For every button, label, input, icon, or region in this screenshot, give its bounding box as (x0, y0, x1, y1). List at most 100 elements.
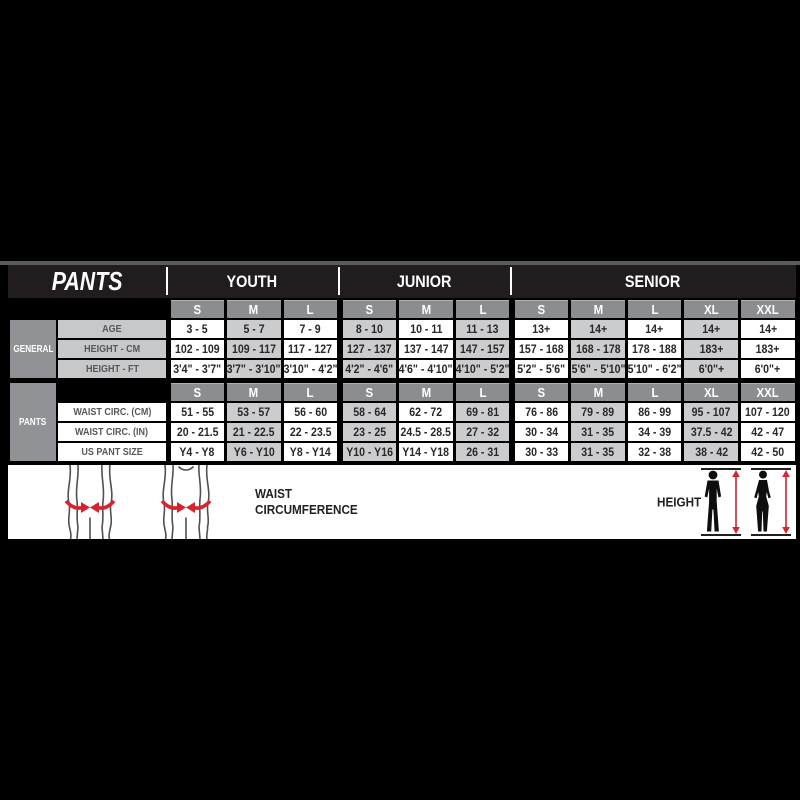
value-cell: 20 - 21.5 (170, 423, 225, 441)
value-cell: 37.5 - 42 (684, 423, 738, 441)
value-cell: Y6 - Y10 (227, 443, 281, 461)
value-cell: 26 - 31 (455, 443, 510, 461)
value-cell: 127 - 137 (342, 340, 397, 358)
value-cell: 56 - 60 (283, 403, 338, 421)
value-cell: 8 - 10 (342, 320, 397, 338)
value-cell: 79 - 89 (571, 403, 625, 421)
row-label-age: AGE (58, 320, 166, 338)
value-cell: 107 - 120 (740, 403, 795, 421)
value-cell: 4'6" - 4'10" (399, 360, 453, 378)
size-header-cell: S (514, 383, 569, 401)
value-cell: 109 - 117 (227, 340, 281, 358)
value-cell: 4'2" - 4'6" (342, 360, 397, 378)
size-header-cell: L (627, 300, 682, 318)
value-cell: 3'4" - 3'7" (170, 360, 225, 378)
size-header-cell: L (455, 300, 510, 318)
size-header-cell: S (342, 300, 397, 318)
rail-spacer (8, 300, 56, 318)
height-arrow-icon (732, 470, 740, 534)
value-cell: 178 - 188 (627, 340, 682, 358)
size-header-cell: M (571, 383, 625, 401)
value-cell: Y14 - Y18 (399, 443, 453, 461)
size-header-cell: XXL (740, 300, 795, 318)
value-cell: 31 - 35 (571, 443, 625, 461)
value-cell: 24.5 - 28.5 (399, 423, 453, 441)
size-header-cell: XXL (740, 383, 795, 401)
value-cell: 7 - 9 (283, 320, 338, 338)
value-cell: 117 - 127 (283, 340, 338, 358)
value-cell: 157 - 168 (514, 340, 569, 358)
size-header-cells: S M L S M L S M L XL XXL (169, 300, 796, 318)
value-cell: 183+ (684, 340, 738, 358)
height-measure-male-figure (701, 468, 741, 536)
value-cell: Y4 - Y8 (170, 443, 225, 461)
table-row-waist-in: WAIST CIRC. (IN) 20 - 21.5 21 - 22.5 22 - … (8, 423, 796, 441)
size-header-cells: S M L S M L S M L XL XXL (169, 383, 796, 401)
female-silhouette-icon (754, 470, 771, 532)
section-label-pants: PANTS (10, 383, 56, 461)
table-row-height-ft: HEIGHT - FT 3'4" - 3'7" 3'7" - 3'10" 3'10"… (8, 360, 796, 378)
value-cell: 62 - 72 (399, 403, 453, 421)
size-header-cell: L (283, 300, 338, 318)
value-cell: 5'10" - 6'2" (627, 360, 682, 378)
value-cell: 69 - 81 (455, 403, 510, 421)
value-cell: 42 - 47 (740, 423, 795, 441)
table-row-height-cm: HEIGHT - CM 102 - 109 109 - 117 117 - 127 1… (8, 340, 796, 358)
size-header-cell: S (342, 383, 397, 401)
size-header-cell: M (227, 300, 281, 318)
size-header-cell: S (514, 300, 569, 318)
row-label-height-cm: HEIGHT - CM (58, 340, 166, 358)
value-cell: Y10 - Y16 (342, 443, 397, 461)
value-cell: 27 - 32 (455, 423, 510, 441)
value-cell: 3'7" - 3'10" (227, 360, 281, 378)
row-label-waist-in: WAIST CIRC. (IN) (58, 423, 166, 441)
waist-measure-figure-front (64, 465, 116, 539)
section-label-general: GENERAL (10, 320, 56, 378)
height-arrow-icon (782, 470, 790, 534)
size-header-cell: L (283, 383, 338, 401)
size-header-cell: XL (684, 300, 738, 318)
value-cell: 5 - 7 (227, 320, 281, 338)
value-cell: 22 - 23.5 (283, 423, 338, 441)
value-cell: 42 - 50 (740, 443, 795, 461)
size-header-cell: S (170, 300, 225, 318)
size-header-cell: L (627, 383, 682, 401)
row-label-us-pant-size: US PANT SIZE (58, 443, 166, 461)
value-cell: 58 - 64 (342, 403, 397, 421)
size-header-cell: XL (684, 383, 738, 401)
value-cell: 23 - 25 (342, 423, 397, 441)
size-header-row-2: S M L S M L S M L XL XXL (8, 383, 796, 401)
value-cell: 3 - 5 (170, 320, 225, 338)
value-cell: 14+ (571, 320, 625, 338)
table-row-us-pant-size: US PANT SIZE Y4 - Y8 Y6 - Y10 Y8 - Y14 Y10 … (8, 443, 796, 461)
value-cell: 95 - 107 (684, 403, 738, 421)
size-header-cell: M (399, 383, 453, 401)
value-cell: 6'0"+ (740, 360, 795, 378)
size-header-cell: S (170, 383, 225, 401)
size-header-cell: M (571, 300, 625, 318)
male-silhouette-icon (704, 470, 722, 532)
waist-circumference-label: WAIST CIRCUMFERENCE (255, 485, 358, 517)
value-cell: 34 - 39 (627, 423, 682, 441)
value-cell: 30 - 34 (514, 423, 569, 441)
value-cell: 183+ (740, 340, 795, 358)
value-cell: 10 - 11 (399, 320, 453, 338)
value-cell: 14+ (740, 320, 795, 338)
value-cell: 6'0"+ (684, 360, 738, 378)
value-cell: 31 - 35 (571, 423, 625, 441)
value-cell: 32 - 38 (627, 443, 682, 461)
height-measure-female-figure (751, 468, 791, 536)
value-cell: 102 - 109 (170, 340, 225, 358)
table-row-waist-cm: WAIST CIRC. (CM) 51 - 55 53 - 57 56 - 60 58… (8, 403, 796, 421)
value-cell: 14+ (627, 320, 682, 338)
value-cell: 30 - 33 (514, 443, 569, 461)
table-header: PANTS YOUTH JUNIOR SENIOR (8, 265, 796, 298)
value-cell: 3'10" - 4'2" (283, 360, 338, 378)
size-header-cell: M (399, 300, 453, 318)
row-label-waist-cm: WAIST CIRC. (CM) (58, 403, 166, 421)
table-top-edge (0, 261, 800, 265)
value-cell: 147 - 157 (455, 340, 510, 358)
value-cell: 168 - 178 (571, 340, 625, 358)
